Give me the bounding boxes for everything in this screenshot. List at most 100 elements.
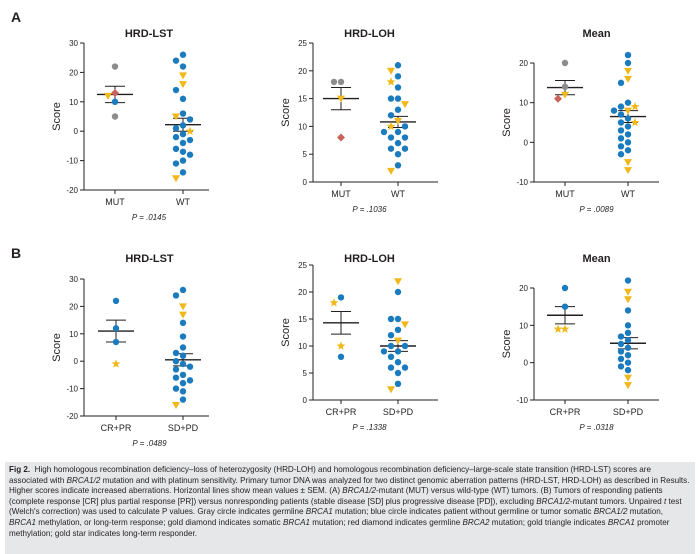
data-point-star <box>560 324 570 333</box>
caption-text: mutation; red diamond indicates germline <box>309 517 463 527</box>
data-point-circle <box>394 348 402 355</box>
data-point-circle <box>624 277 632 284</box>
data-point-star <box>336 341 346 350</box>
caption-text: mutation and with platinum sensitivity. … <box>9 475 690 496</box>
data-point-circle <box>172 358 180 365</box>
x-tick-label: WT <box>391 189 405 199</box>
data-point-circle <box>394 326 402 333</box>
data-point-circle <box>112 325 120 332</box>
caption-text: promoter methylation; gold star indicate… <box>9 517 670 538</box>
data-point-circle <box>112 297 120 305</box>
chart-title: HRD-LST <box>125 28 174 40</box>
data-point-circle <box>172 160 180 167</box>
p-value-label: P = .0318 <box>579 423 614 432</box>
y-tick-label: 10 <box>69 330 78 339</box>
chart-title: HRD-LOH <box>344 28 395 40</box>
y-axis-label: Score <box>51 102 63 131</box>
data-point-triangle <box>179 81 187 89</box>
chart-2: HRD-LOH Score 0 5 10 15 20 25 MUT WT P = .1036 <box>280 28 438 214</box>
data-point-circle <box>179 371 187 379</box>
y-tick-label: -10 <box>66 157 78 166</box>
x-tick-label: WT <box>176 197 190 207</box>
data-point-triangle <box>172 113 180 121</box>
data-point-circle <box>394 369 402 377</box>
data-point-circle <box>111 113 119 120</box>
chart-4: HRD-LST Score -20 -10 0 10 20 30 CR+PR SD+PDP = .… <box>51 253 209 448</box>
caption-text: mutation; blue circle indicates patient … <box>332 507 594 517</box>
data-point-triangle <box>104 92 112 100</box>
data-point-circle <box>111 98 119 106</box>
y-tick-label: 20 <box>69 302 78 311</box>
chart-title: Mean <box>582 28 610 40</box>
y-axis-label: Score <box>280 318 292 347</box>
data-point-circle <box>624 322 632 329</box>
caption-gene: BRCA1/2 <box>536 496 571 506</box>
data-point-circle <box>394 162 402 169</box>
data-point-circle <box>179 148 187 155</box>
data-point-star <box>630 117 640 127</box>
x-tick-label: SD+PD <box>383 407 414 417</box>
chart-5: HRD-LOH Score 0 5 10 15 20 25 CR+PR SD+PD P = .133… <box>280 253 438 432</box>
data-point-circle <box>337 294 345 301</box>
caption-gene: BRCA1 <box>607 517 635 527</box>
data-point-circle <box>617 79 625 87</box>
y-tick-label: 20 <box>519 59 528 68</box>
y-tick-label: 5 <box>303 369 308 378</box>
data-point-triangle <box>624 382 632 390</box>
data-point-circle <box>624 99 632 106</box>
caption-label: Fig 2. <box>9 465 31 474</box>
data-point-circle <box>179 319 187 327</box>
data-point-circle <box>172 292 180 299</box>
data-point-circle <box>624 147 632 154</box>
data-point-circle <box>617 348 625 355</box>
data-point-circle <box>394 95 402 102</box>
data-point-circle <box>179 139 187 147</box>
data-point-triangle <box>394 117 402 125</box>
data-point-triangle <box>394 337 402 345</box>
data-point-circle <box>561 303 569 310</box>
y-tick-label: -20 <box>66 412 78 421</box>
data-point-circle <box>179 95 187 103</box>
data-point-circle <box>617 355 625 363</box>
data-point-circle <box>179 157 187 164</box>
data-point-circle <box>394 128 402 136</box>
data-point-circle <box>394 380 402 387</box>
data-point-circle <box>624 366 632 374</box>
data-point-circle <box>179 333 187 340</box>
data-point-triangle <box>624 167 632 175</box>
y-tick-label: 0 <box>524 359 529 368</box>
data-point-circle <box>394 73 402 80</box>
data-point-triangle <box>337 95 345 103</box>
y-tick-label: 10 <box>298 342 307 351</box>
data-point-triangle <box>387 167 395 175</box>
x-tick-label: MUT <box>555 189 575 199</box>
caption-text: methylation, or long-term response; gold… <box>36 517 283 527</box>
data-point-triangle <box>561 91 569 99</box>
caption-text: High homologous recombination deficiency… <box>9 465 651 485</box>
x-tick-label: MUT <box>105 197 125 207</box>
data-point-circle <box>394 62 402 69</box>
data-point-triangle <box>624 75 632 83</box>
data-point-circle <box>337 78 345 86</box>
x-tick-label: SD+PD <box>168 423 199 433</box>
data-point-circle <box>186 136 194 144</box>
data-point-circle <box>172 385 180 392</box>
figure-caption: Fig 2. High homologous recombination def… <box>5 462 695 554</box>
data-point-star <box>329 298 339 307</box>
x-tick-label: CR+PR <box>101 423 132 433</box>
data-point-triangle <box>179 311 187 319</box>
data-point-circle <box>172 145 180 153</box>
data-point-circle <box>186 363 194 370</box>
y-tick-label: 15 <box>298 315 307 324</box>
caption-text: test (Welch's correction) was used to ca… <box>9 496 682 517</box>
caption-gene: BRCA1 <box>9 517 36 527</box>
data-point-circle <box>617 135 625 142</box>
panel-label-b: B <box>11 245 21 261</box>
data-point-circle <box>624 337 632 344</box>
p-value-label: P = .0089 <box>579 205 614 214</box>
data-point-circle <box>401 134 409 141</box>
data-point-circle <box>624 131 632 138</box>
p-value-label: P = .0145 <box>132 213 167 222</box>
data-point-circle <box>624 307 632 314</box>
y-tick-label: 25 <box>298 261 307 270</box>
